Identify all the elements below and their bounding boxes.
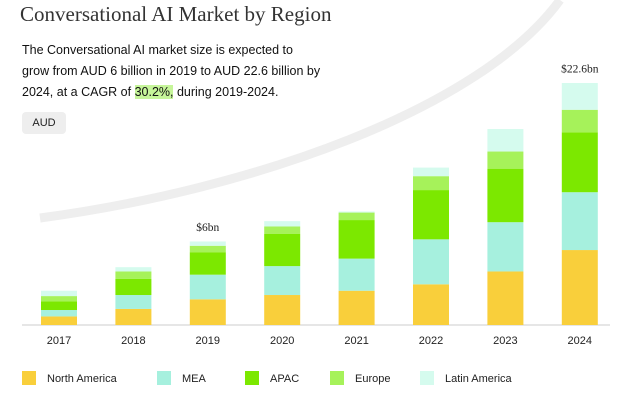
bar-segment — [338, 258, 375, 291]
bar-segment — [189, 245, 226, 253]
bar-segment — [41, 310, 77, 317]
x-tick-label: 2020 — [270, 335, 294, 347]
bar-segment — [413, 284, 449, 325]
x-tick-label: 2018 — [121, 335, 145, 347]
bar-segment — [487, 168, 524, 223]
bar-segment — [413, 167, 449, 177]
bar-segment — [264, 266, 301, 296]
bar-segment — [561, 83, 598, 110]
bar-segment — [487, 129, 524, 152]
bar-segment — [115, 271, 152, 279]
bar-segment — [115, 278, 152, 296]
bar-segment — [264, 233, 301, 267]
bar-segment — [264, 295, 301, 325]
bar-segment — [338, 220, 375, 259]
total-label: $6bn — [196, 221, 219, 234]
bar-segment — [487, 271, 524, 325]
bar-segment — [115, 295, 152, 309]
bar-segment — [561, 109, 598, 133]
legend-label: Latin America — [445, 373, 513, 385]
bar-segment — [189, 241, 226, 246]
legend-label: Europe — [355, 373, 390, 385]
bar-segment — [41, 296, 77, 302]
bar-segment — [561, 132, 598, 193]
bar-segment — [338, 290, 375, 325]
bar-segment — [189, 252, 226, 275]
legend-label: North America — [47, 373, 118, 385]
legend-label: MEA — [182, 373, 207, 385]
bar-segment — [189, 274, 226, 300]
legend-swatch — [420, 371, 434, 385]
x-tick-label: 2017 — [47, 335, 71, 347]
bar-segment — [561, 192, 598, 251]
description: The Conversational AI market size is exp… — [22, 40, 322, 103]
x-tick-label: 2022 — [419, 335, 443, 347]
total-label: $22.6bn — [561, 63, 599, 76]
bar-segment — [41, 301, 77, 311]
bar-segment — [487, 151, 524, 169]
bar-segment — [487, 222, 524, 272]
desc-text: The Conversational AI market size is exp… — [22, 43, 321, 99]
desc-highlight: 30.2%, — [134, 85, 174, 99]
bar-segment — [264, 221, 301, 227]
bar-segment — [413, 239, 449, 285]
bar-segment — [189, 299, 226, 325]
x-tick-label: 2024 — [568, 335, 592, 347]
x-tick-label: 2023 — [493, 335, 517, 347]
bar-segment — [115, 308, 152, 325]
bar-segment — [561, 250, 598, 325]
legend-swatch — [245, 371, 259, 385]
bar-segment — [115, 267, 152, 272]
bar-segment — [264, 226, 301, 234]
legend-label: APAC — [270, 373, 299, 385]
desc-text: during 2019-2024. — [173, 85, 279, 99]
legend-swatch — [22, 371, 36, 385]
legend-swatch — [330, 371, 344, 385]
title: Conversational AI Market by Region — [20, 2, 332, 26]
bar-segment — [41, 316, 77, 325]
bar-segment — [338, 212, 375, 221]
x-tick-label: 2021 — [344, 335, 368, 347]
bar-segment — [413, 176, 449, 191]
x-tick-label: 2019 — [196, 335, 220, 347]
decor-arc — [39, 0, 564, 223]
bar-segment — [338, 211, 375, 213]
bar-segment — [41, 290, 77, 297]
legend-swatch — [157, 371, 171, 385]
bar-segment — [413, 190, 449, 240]
currency-button[interactable]: AUD — [22, 112, 66, 134]
